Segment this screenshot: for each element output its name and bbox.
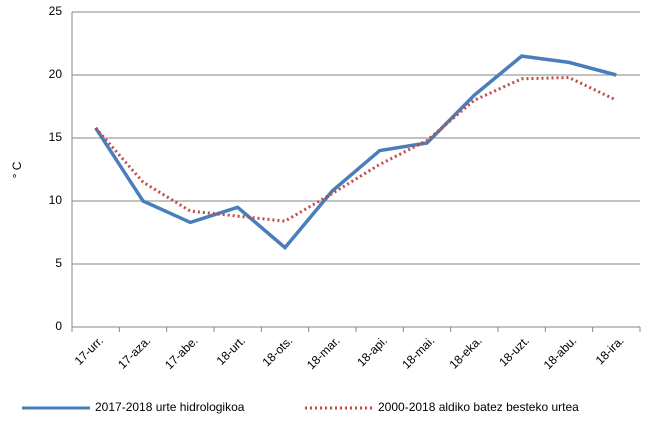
y-tick-label: 0 (55, 319, 62, 333)
x-tick-label: 18-abu. (541, 333, 580, 372)
legend-label: 2017-2018 urte hidrologikoa (95, 400, 245, 414)
series-line (94, 76, 617, 223)
x-tick-label: 17-aza. (115, 333, 153, 371)
x-tick-label: 18-api. (354, 333, 390, 369)
legend-label: 2000-2018 aldiko batez besteko urtea (378, 400, 579, 414)
x-tick-label: 18-mar. (304, 333, 343, 372)
y-axis-label: ° C (10, 161, 24, 178)
y-tick-label: 15 (49, 130, 63, 144)
series-line (94, 54, 617, 251)
x-tick-label: 17-urr. (72, 333, 106, 367)
x-tick-label: 18-urt. (214, 333, 248, 367)
y-tick-label: 5 (55, 256, 62, 270)
y-tick-label: 25 (49, 4, 63, 18)
y-tick-label: 20 (49, 67, 63, 81)
y-tick-label: 10 (49, 193, 63, 207)
x-tick-label: 18-eka. (446, 333, 484, 371)
x-tick-label: 17-abe. (162, 333, 201, 372)
x-tick-label: 18-uzt. (496, 333, 532, 369)
x-tick-label: 18-ira. (593, 333, 627, 367)
x-tick-label: 18-mai. (399, 333, 437, 371)
x-tick-label: 18-ots. (260, 333, 296, 369)
